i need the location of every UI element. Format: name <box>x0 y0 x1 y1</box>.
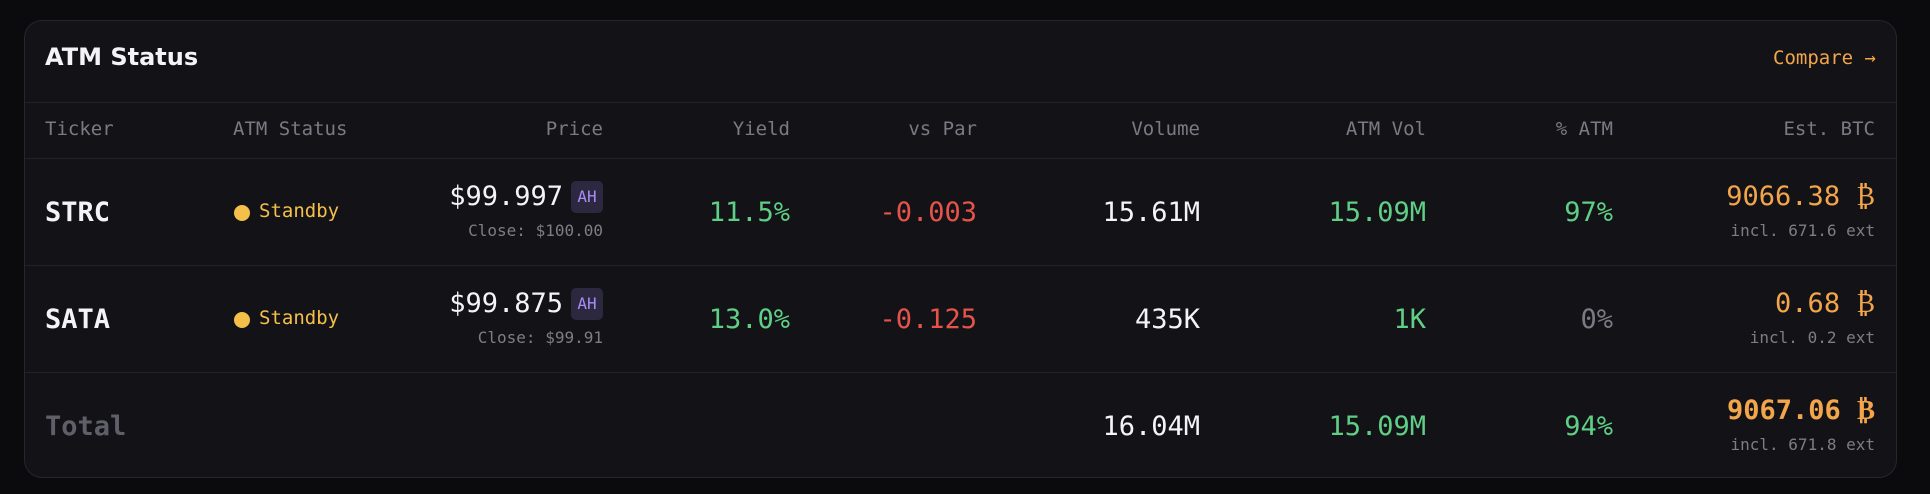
column-header: Est. BTC <box>1783 118 1875 140</box>
vs-par: -0.003 <box>879 197 977 228</box>
atm-vol: 15.09M <box>1328 197 1426 228</box>
ticker: STRC <box>45 197 111 228</box>
status-dot <box>234 205 250 221</box>
table-row: SATA Standby AH $99.875 Close: $99.91 13.0% -0… <box>25 266 1896 373</box>
column-header: Ticker <box>45 118 114 140</box>
column-header: Price <box>545 118 603 140</box>
close-price: Close: $100.00 <box>468 221 603 240</box>
column-header: vs Par <box>908 118 977 140</box>
total-pct-atm: 94% <box>1564 411 1613 442</box>
column-header-row: Ticker ATM Status Price Yield vs Par Volume AT… <box>25 103 1896 159</box>
total-atm-vol: 15.09M <box>1328 411 1426 442</box>
compare-link[interactable]: Compare → <box>1773 47 1876 69</box>
badge: AH <box>571 181 603 213</box>
table-row: STRC Standby AH $99.997 Close: $100.00 11.5% -… <box>25 159 1896 266</box>
volume: 15.61M <box>1102 197 1200 228</box>
column-header: Volume <box>1131 118 1200 140</box>
price: $99.997 <box>449 181 563 212</box>
price: $99.875 <box>449 288 563 319</box>
est-btc: 9066.38 ₿ <box>1726 181 1875 212</box>
total-btc-note: incl. 671.8 ext <box>1730 435 1876 454</box>
pct-atm: 97% <box>1564 197 1613 228</box>
column-header: Yield <box>732 118 790 140</box>
status-dot <box>234 312 250 328</box>
vs-par: -0.125 <box>879 304 977 335</box>
card-header: ATM Status Compare → <box>25 21 1896 103</box>
total-est-btc: 9067.06 ₿ <box>1726 395 1875 426</box>
yield: 13.0% <box>708 304 790 335</box>
total-volume: 16.04M <box>1102 411 1200 442</box>
status: Standby <box>259 200 340 222</box>
volume: 435K <box>1134 304 1200 335</box>
total-label: Total <box>45 411 127 442</box>
btc-note: incl. 0.2 ext <box>1749 328 1875 347</box>
pct-atm: 0% <box>1580 304 1613 335</box>
btc-note: incl. 671.6 ext <box>1730 221 1876 240</box>
close-price: Close: $99.91 <box>477 328 603 347</box>
ticker: SATA <box>45 304 111 335</box>
total-row: Total 16.04M 15.09M 94% 9067.06 ₿ incl. 671.8… <box>25 373 1896 477</box>
column-header: ATM Status <box>233 118 348 140</box>
card-title: ATM Status <box>45 43 199 71</box>
atm-vol: 1K <box>1393 304 1426 335</box>
badge: AH <box>571 288 603 320</box>
atm-status-card: ATM Status Compare → Ticker ATM Status Pri… <box>24 20 1897 478</box>
column-header: % ATM <box>1555 118 1613 140</box>
column-header: ATM Vol <box>1345 118 1426 140</box>
yield: 11.5% <box>708 197 790 228</box>
est-btc: 0.68 ₿ <box>1775 288 1875 319</box>
status: Standby <box>259 307 340 329</box>
